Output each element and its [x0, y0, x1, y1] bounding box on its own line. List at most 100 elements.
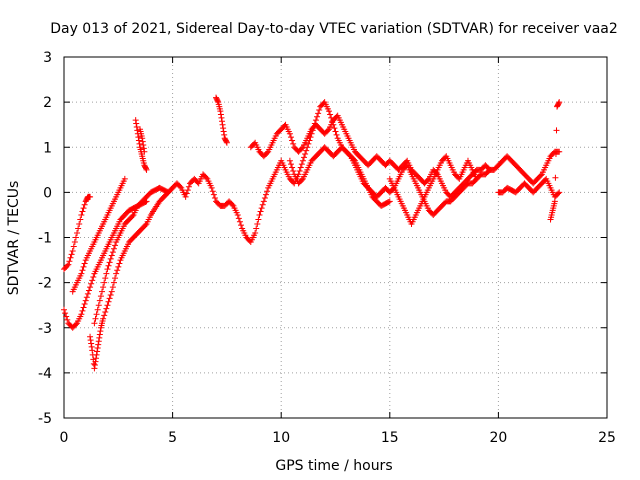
data-point: [255, 216, 262, 223]
data-point: [87, 333, 94, 340]
data-point: [210, 191, 217, 198]
data-point: [133, 120, 140, 127]
data-point: [385, 198, 392, 205]
data-point: [259, 201, 266, 208]
data-point: [218, 114, 225, 121]
y-tick-label: -3: [38, 321, 52, 337]
data-point: [62, 310, 69, 317]
data-point: [101, 279, 108, 286]
data-point: [238, 222, 245, 229]
data-point: [89, 347, 96, 354]
data-point: [93, 351, 100, 358]
data-point: [305, 140, 312, 147]
series-track-g: [213, 94, 230, 146]
data-point: [223, 138, 230, 145]
plot-frame: [63, 56, 608, 419]
data-point: [78, 311, 85, 318]
data-point: [85, 287, 92, 294]
grid-lines: [64, 57, 607, 418]
data-point: [185, 183, 192, 190]
data-point: [107, 255, 114, 262]
data-point: [97, 293, 104, 300]
data-point: [100, 284, 107, 291]
data-point: [556, 99, 563, 106]
data-point: [208, 184, 215, 191]
data-point: [61, 306, 67, 313]
data-point: [324, 127, 331, 134]
data-point: [94, 348, 101, 355]
data-point: [94, 306, 101, 313]
data-point: [110, 279, 117, 286]
data-point: [219, 121, 226, 128]
data-point: [143, 166, 150, 173]
data-point: [537, 172, 544, 179]
data-point: [113, 270, 120, 277]
y-tick-label: 3: [43, 50, 52, 66]
data-point: [64, 316, 71, 323]
data-point: [165, 189, 172, 196]
data-point: [95, 302, 102, 309]
data-point: [104, 302, 111, 309]
data-point: [95, 341, 102, 348]
data-point: [139, 135, 146, 142]
data-point: [88, 343, 95, 350]
data-point: [89, 277, 96, 284]
data-point: [87, 193, 94, 200]
data-point: [257, 208, 264, 215]
data-point: [260, 198, 267, 205]
data-point: [256, 211, 263, 218]
data-point: [109, 284, 116, 291]
data-point: [139, 138, 146, 145]
y-tick-label: 2: [43, 95, 52, 111]
data-point: [88, 280, 95, 287]
data-point: [101, 312, 108, 319]
data-point: [236, 218, 243, 225]
data-point: [97, 328, 104, 335]
data-point: [183, 190, 190, 197]
data-point: [67, 254, 74, 261]
data-point: [252, 229, 259, 236]
data-point: [553, 127, 560, 134]
data-point: [552, 174, 559, 181]
x-tick-label: 10: [272, 430, 290, 446]
data-point: [93, 355, 100, 362]
x-tick-label: 15: [381, 430, 399, 446]
data-point: [87, 337, 94, 344]
data-point: [261, 195, 268, 202]
y-tick-label: -4: [38, 366, 52, 382]
data-point: [485, 167, 492, 174]
data-point: [82, 297, 89, 304]
data-point: [96, 297, 103, 304]
data-point: [72, 321, 79, 328]
data-point: [108, 288, 115, 295]
data-point: [214, 97, 221, 104]
data-point: [76, 220, 83, 227]
data-point: [103, 270, 110, 277]
data-point: [91, 320, 98, 327]
data-point: [290, 167, 297, 174]
data-point: [81, 301, 88, 308]
data-point: [80, 205, 87, 212]
data-point: [92, 315, 99, 322]
data-point: [92, 358, 99, 365]
data-point: [78, 211, 85, 218]
data-point: [386, 198, 393, 205]
data-point: [134, 127, 141, 134]
data-point: [100, 315, 107, 322]
data-point: [424, 176, 431, 183]
data-point: [75, 225, 82, 232]
data-point: [264, 188, 271, 195]
data-point: [81, 260, 88, 267]
data-point: [325, 108, 332, 115]
data-point: [105, 262, 112, 269]
data-point: [314, 113, 321, 120]
data-point: [106, 295, 113, 302]
data-point: [110, 245, 117, 252]
data-point: [132, 117, 139, 124]
data-point: [303, 147, 310, 154]
data-point: [69, 248, 76, 255]
x-tick-label: 0: [60, 430, 69, 446]
data-point: [102, 308, 109, 315]
data-point: [184, 187, 191, 194]
